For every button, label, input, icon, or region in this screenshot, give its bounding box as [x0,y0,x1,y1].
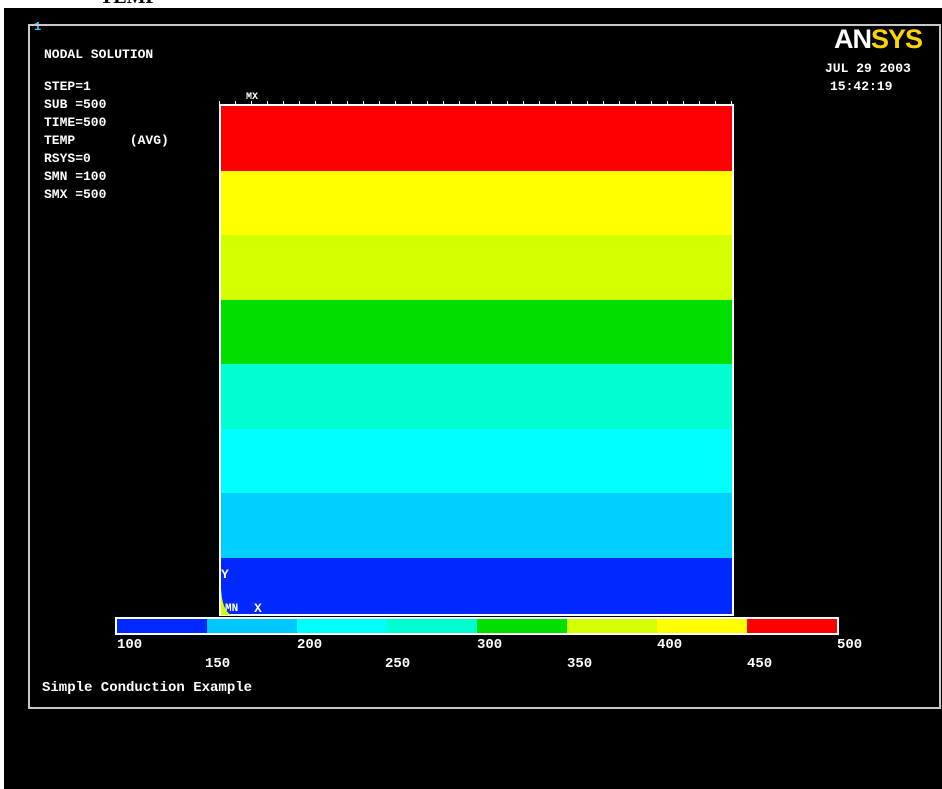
info-temp: TEMP (AVG) [44,133,169,148]
triad-corner-icon [221,588,231,615]
temperature-contour-plot[interactable] [219,104,734,616]
contour-band [221,235,732,302]
legend-swatch [117,619,207,633]
min-marker: MN [225,603,239,615]
top-caption: TEMP [100,0,158,8]
plot-time: 15:42:19 [830,79,893,94]
legend-swatch [747,619,837,633]
legend-label-400: 400 [657,637,683,653]
contour-band [221,170,732,237]
legend-colorbar [115,617,839,635]
logo-sys: SYS [871,24,923,54]
contour-band [221,364,732,431]
legend-label-100: 100 [117,637,143,653]
plot-frame [28,24,941,709]
legend-label-150: 150 [205,656,231,672]
legend-swatch [657,619,747,633]
max-marker: MX [246,92,259,103]
contour-band [221,493,732,560]
solution-title: NODAL SOLUTION [44,47,154,62]
legend-label-450: 450 [747,656,773,672]
axis-x-label: X [254,601,262,616]
info-rsys: RSYS=0 [44,151,91,166]
ansys-logo: ANSYS [834,24,923,54]
info-smn: SMN =100 [44,169,107,184]
legend-label-500: 500 [837,637,863,653]
info-smx: SMX =500 [44,187,107,202]
legend-swatch [567,619,657,633]
element-edge-ticks [219,101,734,105]
plot-caption: Simple Conduction Example [42,680,253,696]
legend-label-300: 300 [477,637,503,653]
legend-swatch [477,619,567,633]
contour-band [221,428,732,495]
axis-y-label: Y [221,567,229,582]
legend-label-350: 350 [567,656,593,672]
contour-band [221,106,732,173]
info-sub: SUB =500 [44,97,107,112]
top-caption-strip: TEMP [0,0,942,8]
legend-swatch [387,619,477,633]
legend-swatch [207,619,297,633]
window-number: 1 [34,20,42,34]
info-step: STEP=1 [44,79,91,94]
contour-band [221,557,732,614]
plot-date: JUL 29 2003 [825,61,911,76]
logo-an: AN [834,24,872,54]
info-time: TIME=500 [44,115,107,130]
legend-swatch [297,619,387,633]
legend-label-250: 250 [385,656,411,672]
contour-band [221,299,732,366]
legend-label-200: 200 [297,637,323,653]
